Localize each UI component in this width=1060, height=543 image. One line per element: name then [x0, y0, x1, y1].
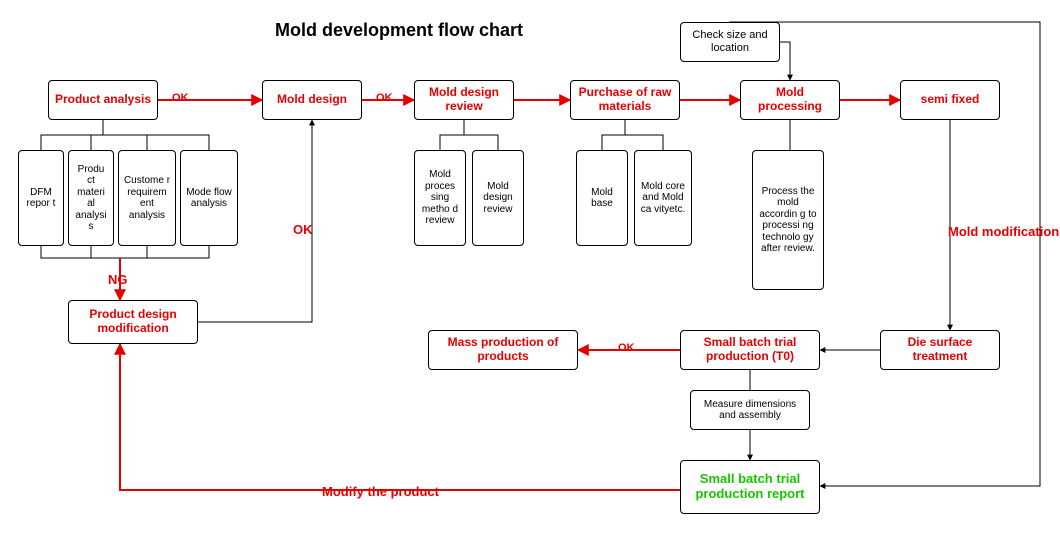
- label-ok1: OK: [172, 92, 189, 104]
- node-mold-processing: Mold processing: [740, 80, 840, 120]
- node-mode-flow: Mode flow analysis: [180, 150, 238, 246]
- node-prod-mat: Produ ct materi al analysi s: [68, 150, 114, 246]
- node-die-surface: Die surface treatment: [880, 330, 1000, 370]
- node-report: Small batch trial production report: [680, 460, 820, 514]
- label-ok4: OK: [293, 222, 313, 237]
- node-mold-review: Mold design review: [414, 80, 514, 120]
- node-proc-method: Mold proces sing metho d review: [414, 150, 466, 246]
- node-semi-fixed: semi fixed: [900, 80, 1000, 120]
- node-check-size: Check size and location: [680, 22, 780, 62]
- node-small-batch: Small batch trial production (T0): [680, 330, 820, 370]
- label-mold-mod: Mold modification: [948, 224, 1059, 239]
- label-ok2: OK: [376, 92, 393, 104]
- label-ok3: OK: [618, 342, 635, 354]
- node-mold-base: Mold base: [576, 150, 628, 246]
- node-prod-mod: Product design modification: [68, 300, 198, 344]
- node-measure: Measure dimensions and assembly: [690, 390, 810, 430]
- label-modify: Modify the product: [322, 484, 439, 499]
- node-mold-core: Mold core and Mold ca vityetc.: [634, 150, 692, 246]
- node-process-desc: Process the mold accordin g to processi …: [752, 150, 824, 290]
- node-product-analysis: Product analysis: [48, 80, 158, 120]
- node-mold-design: Mold design: [262, 80, 362, 120]
- node-design-review2: Mold design review: [472, 150, 524, 246]
- label-ng: NG: [108, 272, 128, 287]
- node-purchase: Purchase of raw materials: [570, 80, 680, 120]
- node-mass-prod: Mass production of products: [428, 330, 578, 370]
- node-dfm: DFM repor t: [18, 150, 64, 246]
- node-cust-req: Custome r requirem ent analysis: [118, 150, 176, 246]
- page-title: Mold development flow chart: [275, 20, 523, 41]
